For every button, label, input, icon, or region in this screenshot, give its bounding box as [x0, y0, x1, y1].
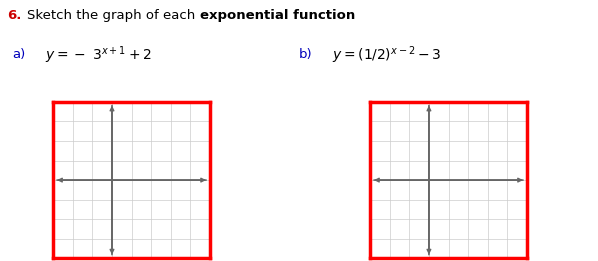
- Text: $y = -\ 3^{x+1} + 2$: $y = -\ 3^{x+1} + 2$: [45, 44, 152, 66]
- Text: 6.: 6.: [7, 9, 22, 22]
- Text: b): b): [299, 48, 313, 61]
- Text: $y = (1/2)^{x-2} - 3$: $y = (1/2)^{x-2} - 3$: [332, 44, 441, 66]
- Text: Sketch the graph of each: Sketch the graph of each: [27, 9, 199, 22]
- Text: exponential function: exponential function: [200, 9, 356, 22]
- Text: a): a): [12, 48, 25, 61]
